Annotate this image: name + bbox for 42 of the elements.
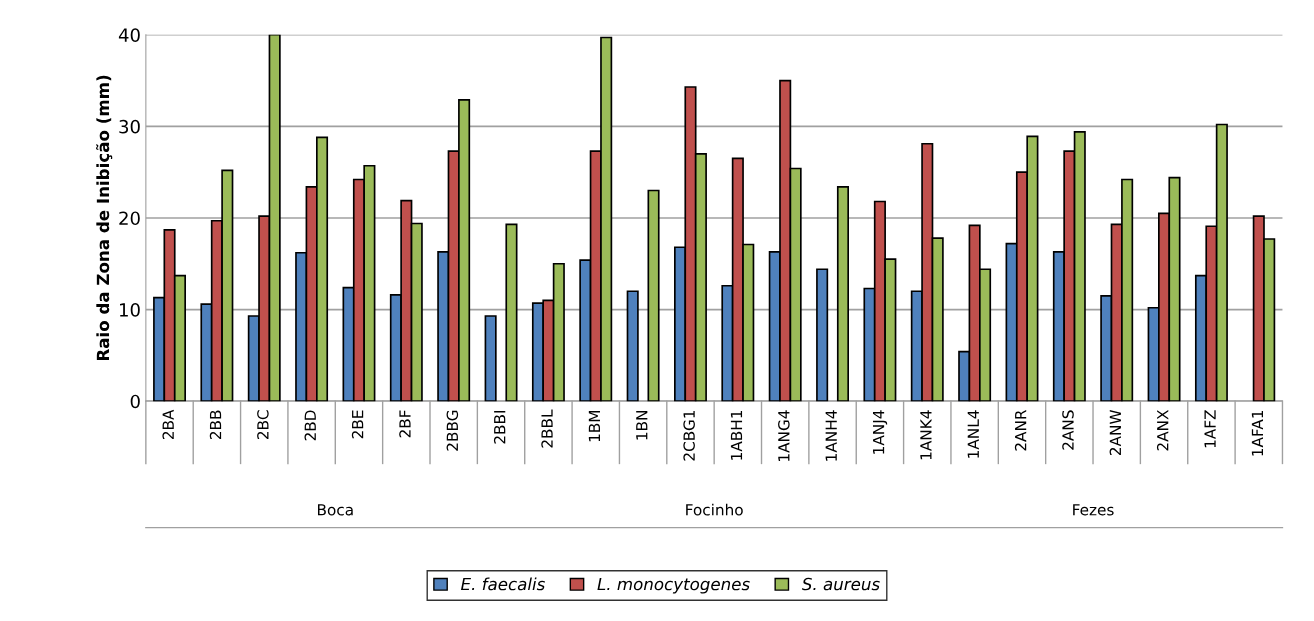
x-tick-label: 1AFZ: [1204, 410, 1216, 448]
x-tick-label: 2BB: [209, 410, 222, 440]
x-tick-label: 1ANJ4: [872, 410, 888, 454]
y-tick-label: 30: [119, 119, 140, 134]
x-tick-label: 1ANK4: [920, 410, 932, 460]
x-tick-label: 2ANW: [1109, 410, 1121, 456]
x-tick-label: 2ANS: [1062, 410, 1074, 450]
bar: [647, 189, 660, 402]
x-tick-label: 2CBG1: [683, 410, 695, 461]
x-tick-label: 2BBI: [493, 411, 506, 444]
bar: [816, 268, 829, 402]
x-tick-label: 2BBL: [541, 409, 553, 448]
x-tick-label: 1ANH4: [825, 410, 837, 461]
x-tick-label: 1ANG4: [778, 410, 790, 461]
x-tick-label: 2ANR: [1014, 409, 1027, 451]
x-tick-label: 2BD: [304, 410, 316, 441]
y-tick-label: 40: [118, 28, 140, 42]
x-tick-label: 2BE: [351, 410, 364, 439]
x-tick-label: 1ANL4: [967, 410, 979, 458]
x-tick-label: 2BA: [162, 409, 174, 440]
x-tick-label: 1ABH1: [730, 410, 743, 460]
bar: [505, 223, 518, 402]
bar: [626, 290, 639, 402]
legend-label: L. monocytogenes: [597, 577, 750, 594]
x-tick-label: 1BN: [636, 411, 648, 440]
legend-label: S. aureus: [801, 577, 880, 591]
text: Fezes: [1073, 504, 1114, 516]
x-tick-label: 2BC: [257, 410, 269, 439]
x-tick-label: 2ANX: [1156, 409, 1169, 451]
x-tick-label: 2BBG: [446, 410, 459, 451]
text: Focinho: [686, 503, 743, 516]
text: Boca: [317, 504, 353, 516]
bar: [836, 185, 850, 402]
y-axis-title: Raio da Zona de Inibição (mm): [96, 75, 113, 361]
x-tick-label: 1BM: [588, 410, 600, 442]
x-tick-label: 1AFA1: [1251, 410, 1263, 456]
y-tick-label: 0: [130, 394, 140, 409]
y-tick-label: 20: [119, 211, 140, 226]
legend-label: E. faecalis: [460, 577, 545, 591]
bar: [484, 315, 497, 402]
y-tick-label: 10: [120, 303, 140, 317]
x-tick-label: 2BF: [399, 410, 411, 438]
